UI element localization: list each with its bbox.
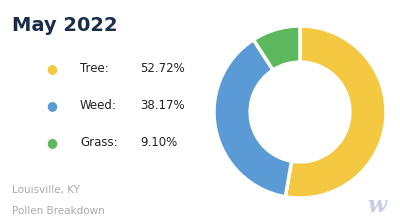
Wedge shape	[214, 40, 292, 197]
Wedge shape	[254, 26, 300, 70]
Text: w: w	[367, 195, 386, 217]
Text: ●: ●	[46, 136, 58, 149]
Text: 52.72%: 52.72%	[140, 62, 185, 75]
Text: Weed:: Weed:	[80, 99, 117, 112]
Text: Louisville, KY: Louisville, KY	[12, 185, 80, 195]
Text: Grass:: Grass:	[80, 136, 118, 149]
Text: ●: ●	[46, 62, 58, 75]
Wedge shape	[285, 26, 386, 198]
Text: Pollen Breakdown: Pollen Breakdown	[12, 206, 105, 216]
Text: Tree:: Tree:	[80, 62, 109, 75]
Text: ●: ●	[46, 99, 58, 112]
Text: 38.17%: 38.17%	[140, 99, 185, 112]
Text: May 2022: May 2022	[12, 16, 118, 35]
Text: 9.10%: 9.10%	[140, 136, 177, 149]
